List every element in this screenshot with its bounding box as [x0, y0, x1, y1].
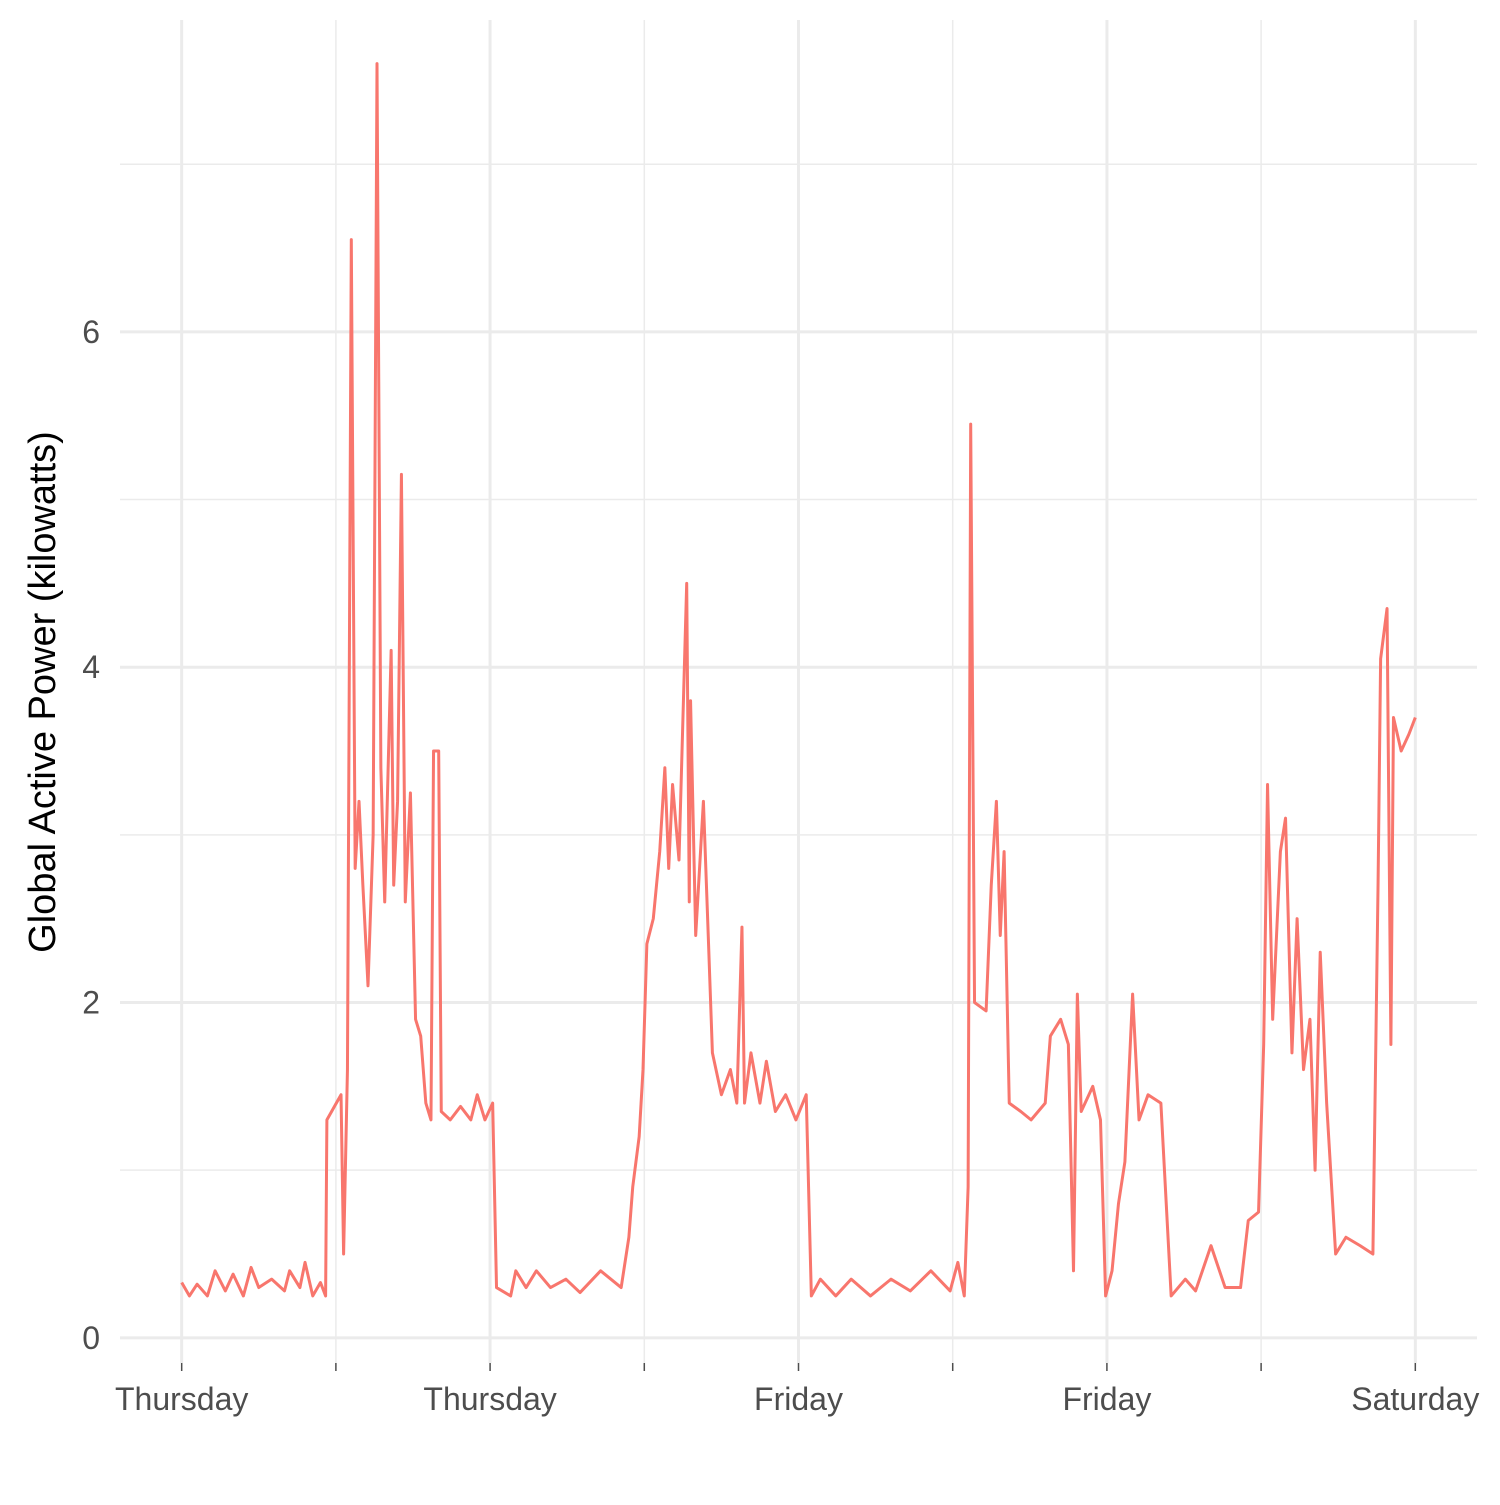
x-tick-label: Thursday — [423, 1381, 556, 1417]
y-tick-label: 6 — [82, 314, 100, 350]
x-tick-label: Saturday — [1351, 1381, 1479, 1417]
y-axis-title: Global Active Power (kilowatts) — [22, 431, 64, 953]
x-tick-label: Friday — [1062, 1381, 1151, 1417]
y-tick-label: 0 — [82, 1320, 100, 1356]
y-tick-label: 2 — [82, 985, 100, 1021]
y-tick-label: 4 — [82, 649, 100, 685]
x-tick-label: Friday — [754, 1381, 843, 1417]
data-line — [180, 62, 1417, 1298]
x-tick-label: Thursday — [115, 1381, 248, 1417]
